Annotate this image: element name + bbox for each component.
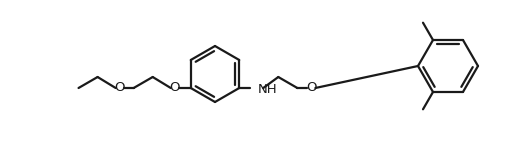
Text: NH: NH xyxy=(258,83,278,96)
Text: O: O xyxy=(306,81,317,94)
Text: O: O xyxy=(115,81,125,94)
Text: O: O xyxy=(169,81,180,94)
